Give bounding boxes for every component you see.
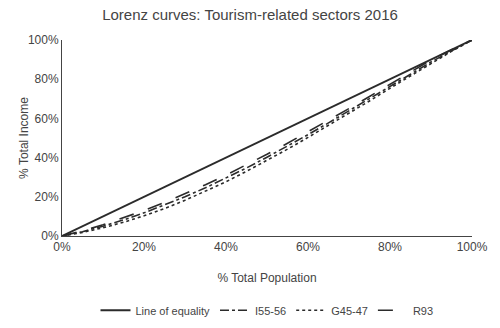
svg-text:Lorenz curves: Tourism-related: Lorenz curves: Tourism-related sectors 2…	[102, 6, 398, 23]
svg-text:0%: 0%	[41, 229, 59, 243]
svg-text:80%: 80%	[35, 72, 59, 86]
svg-text:20%: 20%	[132, 240, 156, 254]
svg-text:Line of equality: Line of equality	[136, 305, 210, 317]
svg-text:20%: 20%	[35, 190, 59, 204]
svg-text:G45-47: G45-47	[331, 305, 368, 317]
svg-text:60%: 60%	[35, 112, 59, 126]
svg-text:% Total Population: % Total Population	[217, 271, 316, 285]
svg-text:100%: 100%	[28, 33, 59, 47]
svg-text:% Total Income: % Total Income	[17, 97, 31, 179]
svg-text:40%: 40%	[214, 240, 238, 254]
svg-text:0%: 0%	[53, 240, 71, 254]
svg-text:40%: 40%	[35, 151, 59, 165]
svg-text:60%: 60%	[296, 240, 320, 254]
svg-text:80%: 80%	[378, 240, 402, 254]
svg-text:I55-56: I55-56	[255, 305, 286, 317]
svg-text:R93: R93	[413, 305, 433, 317]
svg-text:100%: 100%	[457, 240, 488, 254]
